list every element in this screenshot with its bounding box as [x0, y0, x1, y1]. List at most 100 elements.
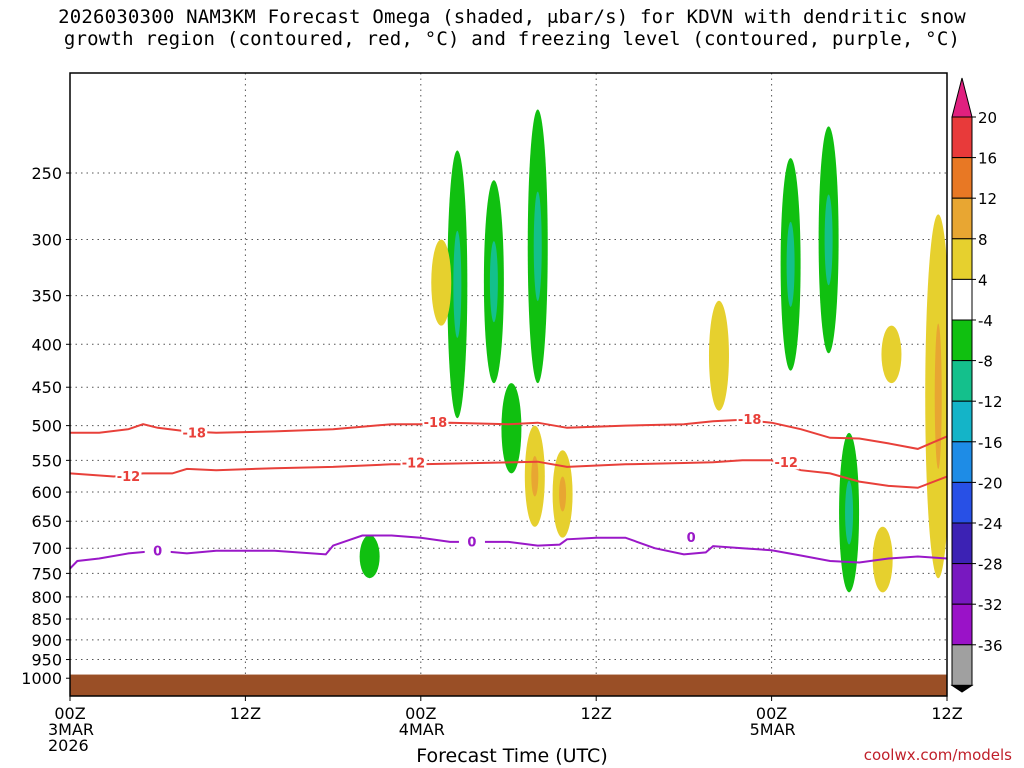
omega-region-11: [708, 300, 729, 411]
colorbar-box-12: [951, 563, 973, 605]
omega-core-12: [934, 323, 942, 470]
contour-label-bg-2-0: [144, 542, 171, 558]
x-tick-label-24-0: 00Z: [405, 704, 436, 723]
contour-2: [70, 534, 947, 570]
colorbar-label-3: 8: [978, 231, 988, 249]
colorbar-box-6: [951, 319, 973, 362]
contour-label-bg-2-1: [458, 533, 485, 549]
chart-title-line-2: growth region (contoured, red, °C) and f…: [63, 28, 961, 50]
omega-region-13: [881, 325, 902, 384]
omega-core-0: [453, 230, 462, 338]
colorbar-label-0: 20: [978, 109, 997, 127]
contour-label-1-0: -12: [117, 470, 141, 485]
colorbar-label-4: 4: [978, 271, 988, 289]
x-tick-label-0-2: 2026: [48, 736, 89, 755]
y-tick-600: 600: [31, 483, 62, 502]
y-tick-450: 450: [31, 378, 62, 397]
chart-title: 2026030300 NAM3KM Forecast Omega (shaded…: [0, 6, 1024, 50]
colorbar-label-12: -32: [978, 596, 1003, 614]
omega-core-9: [531, 455, 539, 497]
omega-core-5: [824, 194, 833, 286]
contour-label-bg-1-2: [773, 454, 800, 470]
ground-layer: [70, 674, 947, 696]
y-tick-300: 300: [31, 230, 62, 249]
y-tick-1000: 1000: [21, 669, 62, 688]
colorbar-label-9: -20: [978, 474, 1003, 492]
colorbar-label-1: 16: [978, 150, 997, 168]
contour-0: [70, 418, 947, 450]
contour-label-2-2: 0: [687, 531, 696, 546]
colorbar-box-4: [951, 238, 973, 280]
y-tick-700: 700: [31, 539, 62, 558]
omega-core-2: [533, 191, 542, 302]
omega-core-6: [845, 480, 854, 545]
credit-text: coolwx.com/models: [863, 746, 1012, 764]
y-tick-550: 550: [31, 451, 62, 470]
x-tick-label-48-0: 00Z: [756, 704, 787, 723]
plot-area: [70, 73, 947, 696]
x-tick-label-60-0: 12Z: [931, 704, 962, 723]
y-tick-500: 500: [31, 417, 62, 436]
x-tick-label-0-0: 00Z: [54, 704, 85, 723]
colorbar-label-2: 12: [978, 190, 997, 208]
colorbar-top-triangle: [951, 77, 973, 118]
omega-region-7: [359, 534, 380, 579]
colorbar-box-8: [951, 400, 973, 443]
y-tick-900: 900: [31, 631, 62, 650]
contour-lines: -18 -18 -18 -12 -12 -12 0 0 0: [70, 411, 947, 570]
x-tick-label-36-0: 12Z: [581, 704, 612, 723]
contour-label-bg-0-0: [181, 424, 208, 440]
contour-label-0-2: -18: [738, 413, 762, 428]
y-tick-400: 400: [31, 335, 62, 354]
colorbar-label-6: -8: [978, 353, 993, 371]
colorbar-label-8: -16: [978, 434, 1003, 452]
omega-region-8: [431, 239, 452, 326]
colorbar-label-10: -24: [978, 515, 1003, 533]
colorbar: 20 16 12 8 4 -4 -8 -12 -16 -20 -24 -28 -32 -36: [950, 77, 1003, 693]
omega-shading: [359, 109, 947, 593]
contour-label-0-1: -18: [424, 416, 448, 431]
x-axis-label: Forecast Time (UTC): [416, 745, 608, 767]
y-tick-350: 350: [31, 287, 62, 306]
colorbar-box-11: [951, 522, 973, 565]
colorbar-label-5: -4: [978, 312, 993, 330]
omega-core-4: [786, 221, 795, 307]
x-tick-label-0-1: 3MAR: [48, 720, 94, 739]
contour-label-bg-1-0: [115, 468, 142, 484]
contour-label-bg-0-1: [422, 414, 449, 430]
contour-label-2-0: 0: [153, 544, 162, 559]
omega-core-1: [489, 241, 498, 323]
y-tick-750: 750: [31, 564, 62, 583]
x-tick-label-24-1: 4MAR: [399, 720, 445, 739]
omega-region-3: [501, 383, 522, 474]
y-axis-ticks: 250 300 350 400 450 500 550 600 650 700 750 800 850 9…: [21, 164, 70, 688]
y-tick-850: 850: [31, 610, 62, 629]
contour-label-0-0: -18: [182, 426, 206, 441]
colorbar-box-1: [951, 116, 973, 159]
y-tick-650: 650: [31, 512, 62, 531]
contour-label-1-2: -12: [774, 456, 798, 471]
y-tick-800: 800: [31, 588, 62, 607]
colorbar-box-7: [951, 360, 973, 402]
chart-title-line-1: 2026030300 NAM3KM Forecast Omega (shaded…: [58, 6, 966, 28]
colorbar-box-13: [951, 603, 973, 646]
y-tick-250: 250: [31, 164, 62, 183]
colorbar-label-11: -28: [978, 556, 1003, 574]
colorbar-label-7: -12: [978, 393, 1003, 411]
colorbar-box-2: [951, 157, 973, 199]
colorbar-box-14: [951, 644, 973, 686]
colorbar-box-5: [951, 278, 973, 321]
colorbar-box-9: [951, 441, 973, 483]
omega-core-10: [559, 476, 567, 512]
contour-1: [70, 459, 947, 489]
colorbar-box-10: [951, 481, 973, 524]
colorbar-bottom-triangle: [950, 684, 974, 693]
colorbar-label-13: -36: [978, 637, 1003, 655]
plot-frame: [69, 72, 948, 697]
contour-label-bg-2-2: [678, 529, 705, 545]
ground-surface: [70, 674, 947, 696]
contour-label-1-1: -12: [402, 456, 426, 471]
x-tick-label-12-0: 12Z: [230, 704, 261, 723]
